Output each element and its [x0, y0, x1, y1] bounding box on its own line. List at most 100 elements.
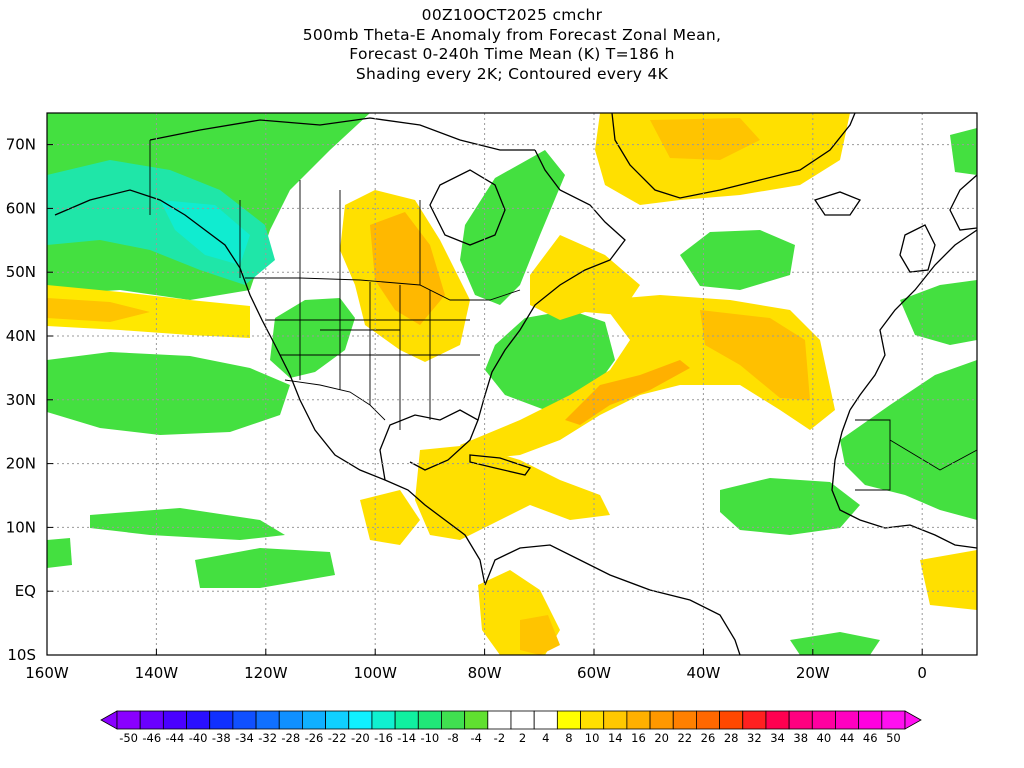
mexico-gulf-coastline: [379, 409, 479, 481]
colorbar-label: -40: [189, 731, 208, 745]
colorbar-label: -10: [420, 731, 439, 745]
axis-ticks: [46, 144, 923, 656]
colorbar-label: -16: [374, 731, 393, 745]
colorbar-swatch: [533, 710, 558, 730]
colorbar-label: 40: [817, 731, 832, 745]
us-state-lines-1: [299, 278, 431, 430]
uk-coastline: [899, 224, 936, 273]
colorbar-label: 8: [565, 731, 572, 745]
colorbar-swatch: [742, 710, 767, 730]
south-pacific-cool-patch: [47, 538, 72, 568]
colorbar-label: 50: [886, 731, 901, 745]
hudson-bay-coastline: [429, 169, 506, 246]
y-axis-labels: 10S EQ 10N 20N 30N 40N 50N 60N 70N: [6, 136, 36, 664]
colorbar-swatch: [603, 710, 628, 730]
colorbar-label: 28: [724, 731, 739, 745]
y-tick-label: 70N: [6, 136, 36, 154]
colorbar-label: -4: [471, 731, 482, 745]
colorbar-label: -20: [351, 731, 370, 745]
colorbar-label: -2: [494, 731, 505, 745]
mid-atlantic-warm-streak: [565, 360, 690, 425]
colorbar-swatch: [556, 710, 581, 730]
greenland-coastline: [611, 113, 856, 199]
colorbar-label: -22: [328, 731, 347, 745]
colorbar-label: 20: [654, 731, 669, 745]
arctic-coastline: [149, 117, 535, 151]
colorbar-label: 44: [840, 731, 855, 745]
title-line-3: Forecast 0-240h Time Mean (K) T=186 h: [349, 45, 675, 63]
colorbar-label: -32: [258, 731, 277, 745]
colorbar-swatch: [139, 710, 164, 730]
colorbar-swatch: [649, 710, 674, 730]
colorbar-swatch: [278, 710, 303, 730]
colorbar-label: -50: [119, 731, 138, 745]
colorbar-swatch: [626, 710, 651, 730]
title-line-1: 00Z10OCT2025 cmchr: [421, 6, 603, 24]
colorbar-label: 2: [519, 731, 526, 745]
colorbar-label: -34: [235, 731, 254, 745]
x-tick-label: 140W: [135, 664, 179, 682]
greenland-warm-core: [650, 118, 760, 160]
west-us-cool-region: [270, 298, 355, 378]
north-america-coastline: [54, 189, 486, 586]
colorbar-label: -14: [397, 731, 416, 745]
colorbar-swatch: [209, 710, 234, 730]
colorbar-swatch: [162, 710, 187, 730]
colorbar-label: 46: [863, 731, 878, 745]
title-block: 00Z10OCT2025 cmchr 500mb Theta-E Anomaly…: [0, 6, 1024, 84]
colorbar-label: -38: [212, 731, 231, 745]
grid-lines: [47, 113, 977, 655]
y-tick-label: 40N: [6, 327, 36, 345]
great-lakes-warm-core: [370, 212, 445, 325]
south-america-coastline: [484, 544, 741, 655]
colorbar-swatch: [788, 710, 813, 730]
subtropical-pacific-warm-core: [47, 298, 150, 322]
north-atlantic-cool-region: [680, 230, 795, 290]
iceland-coastline: [813, 191, 861, 216]
colorbar-swatch: [348, 710, 373, 730]
colorbar-min-arrow: [100, 710, 118, 730]
y-tick-label: 50N: [6, 263, 36, 281]
europe-coastline: [849, 229, 977, 411]
colorbar-label: 22: [677, 731, 692, 745]
colorbar-label: 34: [770, 731, 785, 745]
y-tick-label: 10S: [7, 646, 36, 664]
canada-province-lines: [239, 180, 421, 285]
colorbar-swatch: [696, 710, 720, 730]
us-state-lines-2: [265, 319, 480, 356]
colorbar-swatch: [811, 710, 836, 730]
south-america-warm-core: [520, 615, 560, 655]
colorbar-swatch: [116, 710, 141, 730]
colorbar-swatch: [765, 710, 790, 730]
colorbar-swatch: [464, 710, 489, 730]
subtropical-atlantic-warm-core: [700, 310, 810, 400]
colorbar-swatch: [325, 710, 350, 730]
tropical-pacific-cool-band: [90, 508, 285, 540]
north-europe-cool-region: [950, 128, 977, 175]
atlantic-cyclone-cool-region: [485, 310, 615, 410]
colorbar-max-arrow: [904, 710, 922, 730]
colorbar-label: -28: [281, 731, 300, 745]
central-pacific-cool-region: [47, 352, 290, 435]
colorbar-swatch: [510, 710, 535, 730]
colorbar-swatch: [881, 710, 906, 730]
anomaly-shading: [47, 113, 977, 655]
us-east-coastline: [477, 149, 626, 421]
colorbar-swatch: [186, 710, 211, 730]
x-tick-label: 120W: [244, 664, 288, 682]
title-line-4: Shading every 2K; Contoured every 4K: [355, 64, 669, 83]
y-tick-label: EQ: [15, 582, 36, 600]
coastlines: [54, 113, 977, 655]
colorbar-label: 26: [701, 731, 716, 745]
colorbar-label: -46: [142, 731, 161, 745]
tropical-atlantic-cool-region: [720, 478, 860, 535]
x-tick-label: 100W: [353, 664, 397, 682]
colorbar-label: 10: [585, 731, 600, 745]
canadian-maritimes-warm-region: [530, 235, 640, 320]
east-pacific-cool-patch: [195, 548, 335, 588]
y-tick-label: 30N: [6, 391, 36, 409]
europe-cool-region: [900, 280, 977, 345]
caribbean-warm-region: [415, 445, 610, 540]
y-tick-label: 20N: [6, 455, 36, 473]
